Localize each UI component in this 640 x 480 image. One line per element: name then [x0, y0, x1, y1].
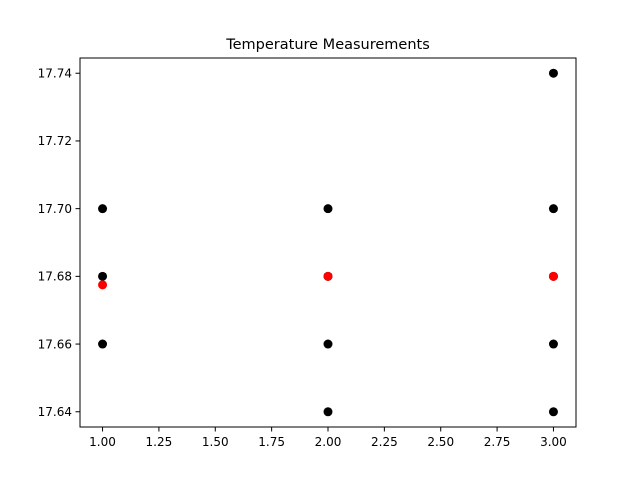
data-point [98, 271, 108, 281]
x-tick-label: 3.00 [540, 435, 567, 449]
data-point [323, 271, 333, 281]
x-tick-label: 2.25 [371, 435, 398, 449]
data-point [323, 407, 333, 417]
data-point [548, 407, 558, 417]
x-tick-label: 1.75 [258, 435, 285, 449]
data-point [548, 68, 558, 78]
x-tick-label: 2.50 [427, 435, 454, 449]
y-tick-label: 17.68 [38, 270, 72, 284]
data-point [98, 204, 108, 214]
data-point [548, 271, 558, 281]
data-point [548, 204, 558, 214]
data-point [98, 339, 108, 349]
x-tick-label: 1.50 [202, 435, 229, 449]
y-tick-label: 17.64 [38, 405, 72, 419]
series-1 [98, 271, 558, 290]
chart-title: Temperature Measurements [225, 37, 430, 53]
x-axis: 1.00 1.25 1.50 1.75 2.00 2.25 2.50 2.75 3.00 [89, 427, 567, 449]
x-tick-label: 2.75 [484, 435, 511, 449]
y-tick-label: 17.74 [38, 67, 72, 81]
data-point [323, 204, 333, 214]
y-tick-label: 17.72 [38, 134, 72, 148]
y-tick-label: 17.66 [38, 337, 72, 351]
data-point [98, 280, 108, 290]
x-tick-label: 1.25 [146, 435, 173, 449]
x-tick-label: 2.00 [315, 435, 342, 449]
x-tick-label: 1.00 [89, 435, 116, 449]
data-point [323, 339, 333, 349]
y-axis: 17.64 17.66 17.68 17.70 17.72 17.74 [38, 67, 80, 419]
y-tick-label: 17.70 [38, 202, 72, 216]
data-points [98, 68, 558, 417]
data-point [548, 339, 558, 349]
